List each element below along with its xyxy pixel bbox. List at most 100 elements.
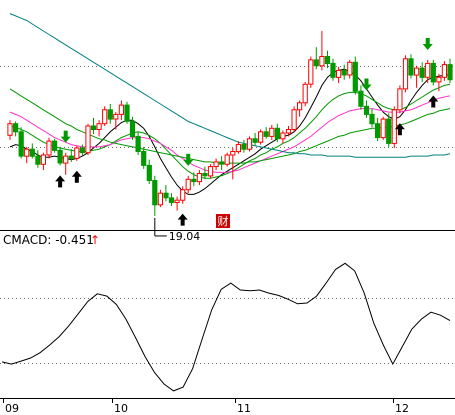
candle (102, 106, 108, 126)
candle (157, 189, 164, 208)
candle (330, 58, 336, 81)
candle-body-down (68, 155, 74, 159)
candle (40, 152, 46, 171)
candle-body-up (308, 59, 314, 85)
candle-body-up (258, 131, 264, 143)
candle (269, 124, 275, 140)
candle (91, 117, 97, 135)
candle (324, 50, 331, 69)
candle-body-down (146, 164, 152, 181)
candle (319, 31, 325, 71)
candle (425, 59, 431, 84)
candle-body-down (430, 62, 436, 83)
candle-body-up (397, 88, 403, 111)
candle-body-down (375, 123, 381, 139)
sell-arrow-icon (183, 153, 194, 166)
candle (129, 116, 136, 140)
sell-arrow-icon (60, 130, 71, 143)
candle-body-down (13, 123, 19, 133)
candle-body-down (141, 151, 147, 166)
candle-body-down (252, 138, 258, 143)
finance-report-badge-icon[interactable] (216, 214, 230, 228)
candle (79, 144, 86, 157)
candle (375, 117, 381, 142)
candle (235, 141, 242, 154)
candle-body-down (52, 140, 58, 151)
candle-body-up (7, 123, 13, 136)
candle (258, 129, 264, 145)
candle (224, 152, 230, 167)
macd-name: CMACD: (3, 233, 55, 247)
candle-body-down (202, 173, 208, 177)
candle (386, 113, 392, 147)
candle-body-up (40, 154, 46, 165)
candle-body-up (102, 109, 108, 125)
candle-body-up (319, 56, 325, 67)
candle-body-down (369, 113, 375, 125)
candle (180, 186, 186, 204)
buy-arrow-icon (394, 123, 405, 136)
candle-body-down (386, 118, 392, 144)
candle (207, 164, 214, 179)
candle-body-down (363, 105, 370, 115)
candle-body-up (96, 123, 102, 130)
candle-body-up (380, 118, 386, 139)
candle-body-up (196, 173, 203, 183)
candle-body-up (174, 199, 180, 203)
candle (74, 145, 80, 161)
candle (436, 73, 442, 92)
candle-body-up (425, 62, 431, 78)
candle-body-up (180, 189, 186, 201)
candle (414, 65, 420, 88)
candle-body-up (269, 127, 275, 137)
candle (196, 170, 203, 186)
ma-line-1 (9, 68, 450, 195)
candle-body-down (18, 131, 24, 157)
candle (29, 143, 35, 159)
candle-body-down (324, 56, 331, 64)
macd-line (1, 262, 451, 392)
candle (18, 127, 24, 159)
candle-body-down (29, 148, 35, 157)
candle (352, 56, 358, 95)
x-tick-label: 12 (395, 402, 409, 415)
candle (441, 61, 447, 81)
candle-body-down (57, 149, 63, 164)
candle (430, 59, 436, 86)
candle (297, 100, 303, 117)
candle (96, 120, 102, 137)
candle-body-up (118, 104, 125, 115)
candle (246, 136, 253, 152)
candle-body-down (219, 161, 225, 165)
macd-series-line (1, 262, 451, 392)
candle (302, 82, 308, 107)
buy-arrow-icon (71, 170, 82, 183)
candle-body-down (191, 178, 197, 183)
candle (124, 101, 130, 124)
candle (274, 123, 280, 143)
candle (219, 156, 225, 171)
candle-body-up (85, 125, 91, 154)
sell-arrow-icon (361, 78, 372, 91)
candle (85, 123, 91, 155)
candle-body-up (46, 140, 52, 156)
candle-body-down (107, 109, 113, 120)
candle (191, 172, 197, 187)
candle (52, 138, 58, 153)
svg-text:CMACD: -0.451: CMACD: -0.451 (3, 233, 94, 247)
candle (313, 47, 319, 70)
candle-body-up (113, 113, 119, 120)
candle (46, 137, 52, 159)
macd-value: -0.451 (55, 233, 94, 247)
candle (263, 127, 269, 139)
candle (347, 59, 353, 79)
candle-body-down (152, 180, 158, 206)
candle (213, 158, 219, 171)
trade-signal-arrows (55, 37, 439, 226)
candle-body-down (35, 155, 41, 165)
candle-body-down (168, 197, 175, 203)
candle-body-up (285, 129, 292, 134)
ma-line-3 (9, 95, 451, 173)
candle-body-down (241, 144, 247, 150)
